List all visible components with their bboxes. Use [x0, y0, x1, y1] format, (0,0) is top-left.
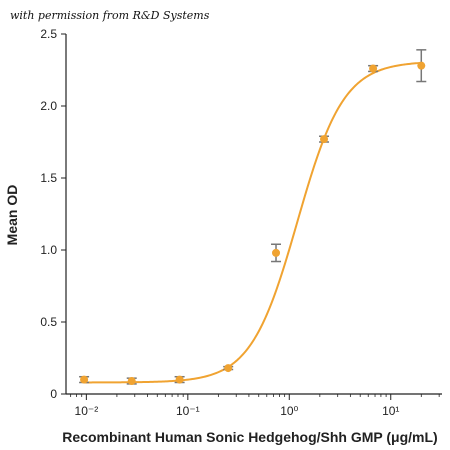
data-point — [369, 64, 378, 73]
axes: 0 0.5 1.0 1.5 2.0 2.5 10⁻² 10⁻¹ 10⁰ 10¹ — [40, 27, 442, 418]
y-tick-label: 0 — [50, 387, 57, 401]
y-axis-title: Mean OD — [4, 185, 20, 246]
data-points — [79, 49, 427, 386]
data-point — [80, 375, 89, 384]
y-tick-label: 1.0 — [40, 243, 57, 257]
y-tick-label: 2.5 — [40, 27, 57, 41]
data-point — [320, 135, 329, 144]
y-tick-label: 2.0 — [40, 99, 57, 113]
data-point — [127, 377, 136, 386]
x-axis-title: Recombinant Human Sonic Hedgehog/Shh GMP… — [62, 429, 437, 445]
fit-curve — [84, 61, 422, 384]
data-point — [417, 61, 426, 70]
y-tick-label: 1.5 — [40, 171, 57, 185]
x-tick-label: 10⁻¹ — [176, 404, 200, 418]
y-tick-label: 0.5 — [40, 315, 57, 329]
x-tick-label: 10⁻² — [75, 404, 99, 418]
data-point — [224, 364, 233, 373]
x-tick-label: 10¹ — [382, 404, 399, 418]
data-point — [175, 375, 184, 384]
data-point — [272, 248, 281, 257]
x-tick-label: 10⁰ — [280, 404, 298, 418]
watermark-text: with permission from R&D Systems — [10, 9, 210, 22]
